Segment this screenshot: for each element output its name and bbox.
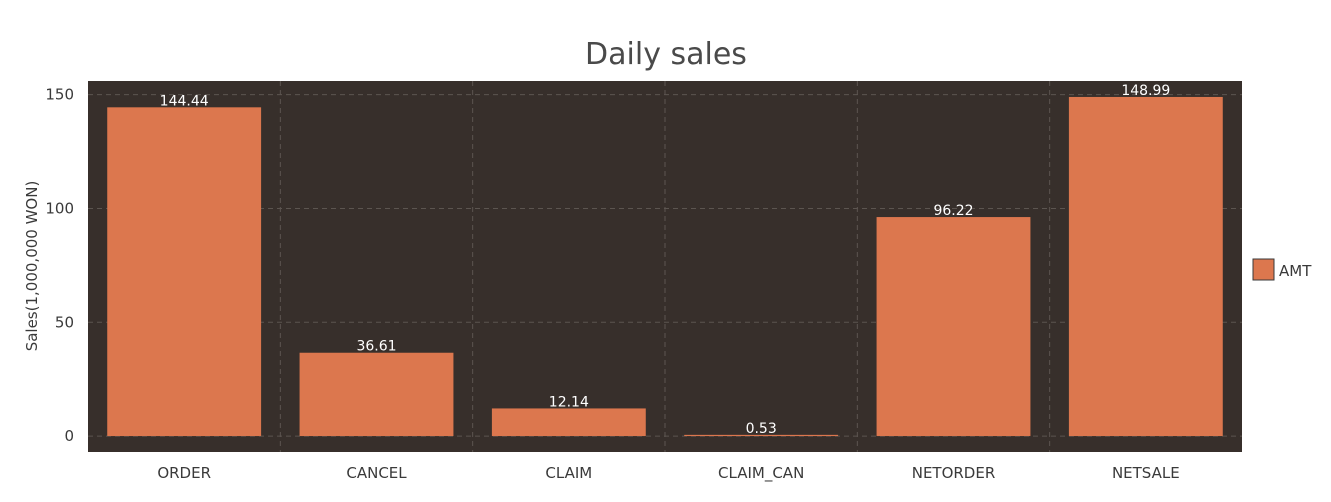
y-tick-label: 0 xyxy=(64,427,74,445)
data-label: 144.44 xyxy=(160,93,209,109)
bar-order xyxy=(107,107,262,437)
x-category-label: CLAIM_CAN xyxy=(718,464,804,483)
chart-title: Daily sales xyxy=(585,37,747,72)
x-axis-categories: ORDER CANCEL CLAIM CLAIM_CAN NETORDER NETSALE xyxy=(157,464,1179,483)
x-category-label: NETSALE xyxy=(1112,464,1180,482)
bar-claim-can xyxy=(684,434,839,437)
legend: AMT xyxy=(1252,258,1312,281)
data-label: 0.53 xyxy=(746,421,777,437)
grid-lines xyxy=(88,81,1242,452)
legend-swatch-amt xyxy=(1252,258,1275,281)
data-labels: 144.44 36.61 12.14 0.53 96.22 148.99 xyxy=(160,83,1171,437)
data-label: 36.61 xyxy=(356,339,396,355)
y-tick-label: 150 xyxy=(45,86,74,104)
data-label: 148.99 xyxy=(1121,83,1170,99)
y-tick-label: 50 xyxy=(55,313,74,331)
bar-cancel xyxy=(299,352,454,437)
y-tick-label: 100 xyxy=(45,199,74,217)
y-axis-ticks: 0 50 100 150 xyxy=(45,86,74,445)
data-label: 96.22 xyxy=(933,203,973,219)
bar-claim xyxy=(491,408,646,437)
x-category-label: ORDER xyxy=(157,464,211,482)
x-category-label: CLAIM xyxy=(545,464,592,482)
bars xyxy=(107,96,1223,437)
bar-netsale xyxy=(1068,96,1223,437)
legend-label-amt: AMT xyxy=(1279,262,1312,280)
x-category-label: CANCEL xyxy=(346,464,407,482)
bar-netorder xyxy=(876,217,1031,437)
x-category-label: NETORDER xyxy=(912,464,996,482)
y-axis-label: Sales(1,000,000 WON) xyxy=(23,181,41,352)
data-label: 12.14 xyxy=(549,394,589,410)
